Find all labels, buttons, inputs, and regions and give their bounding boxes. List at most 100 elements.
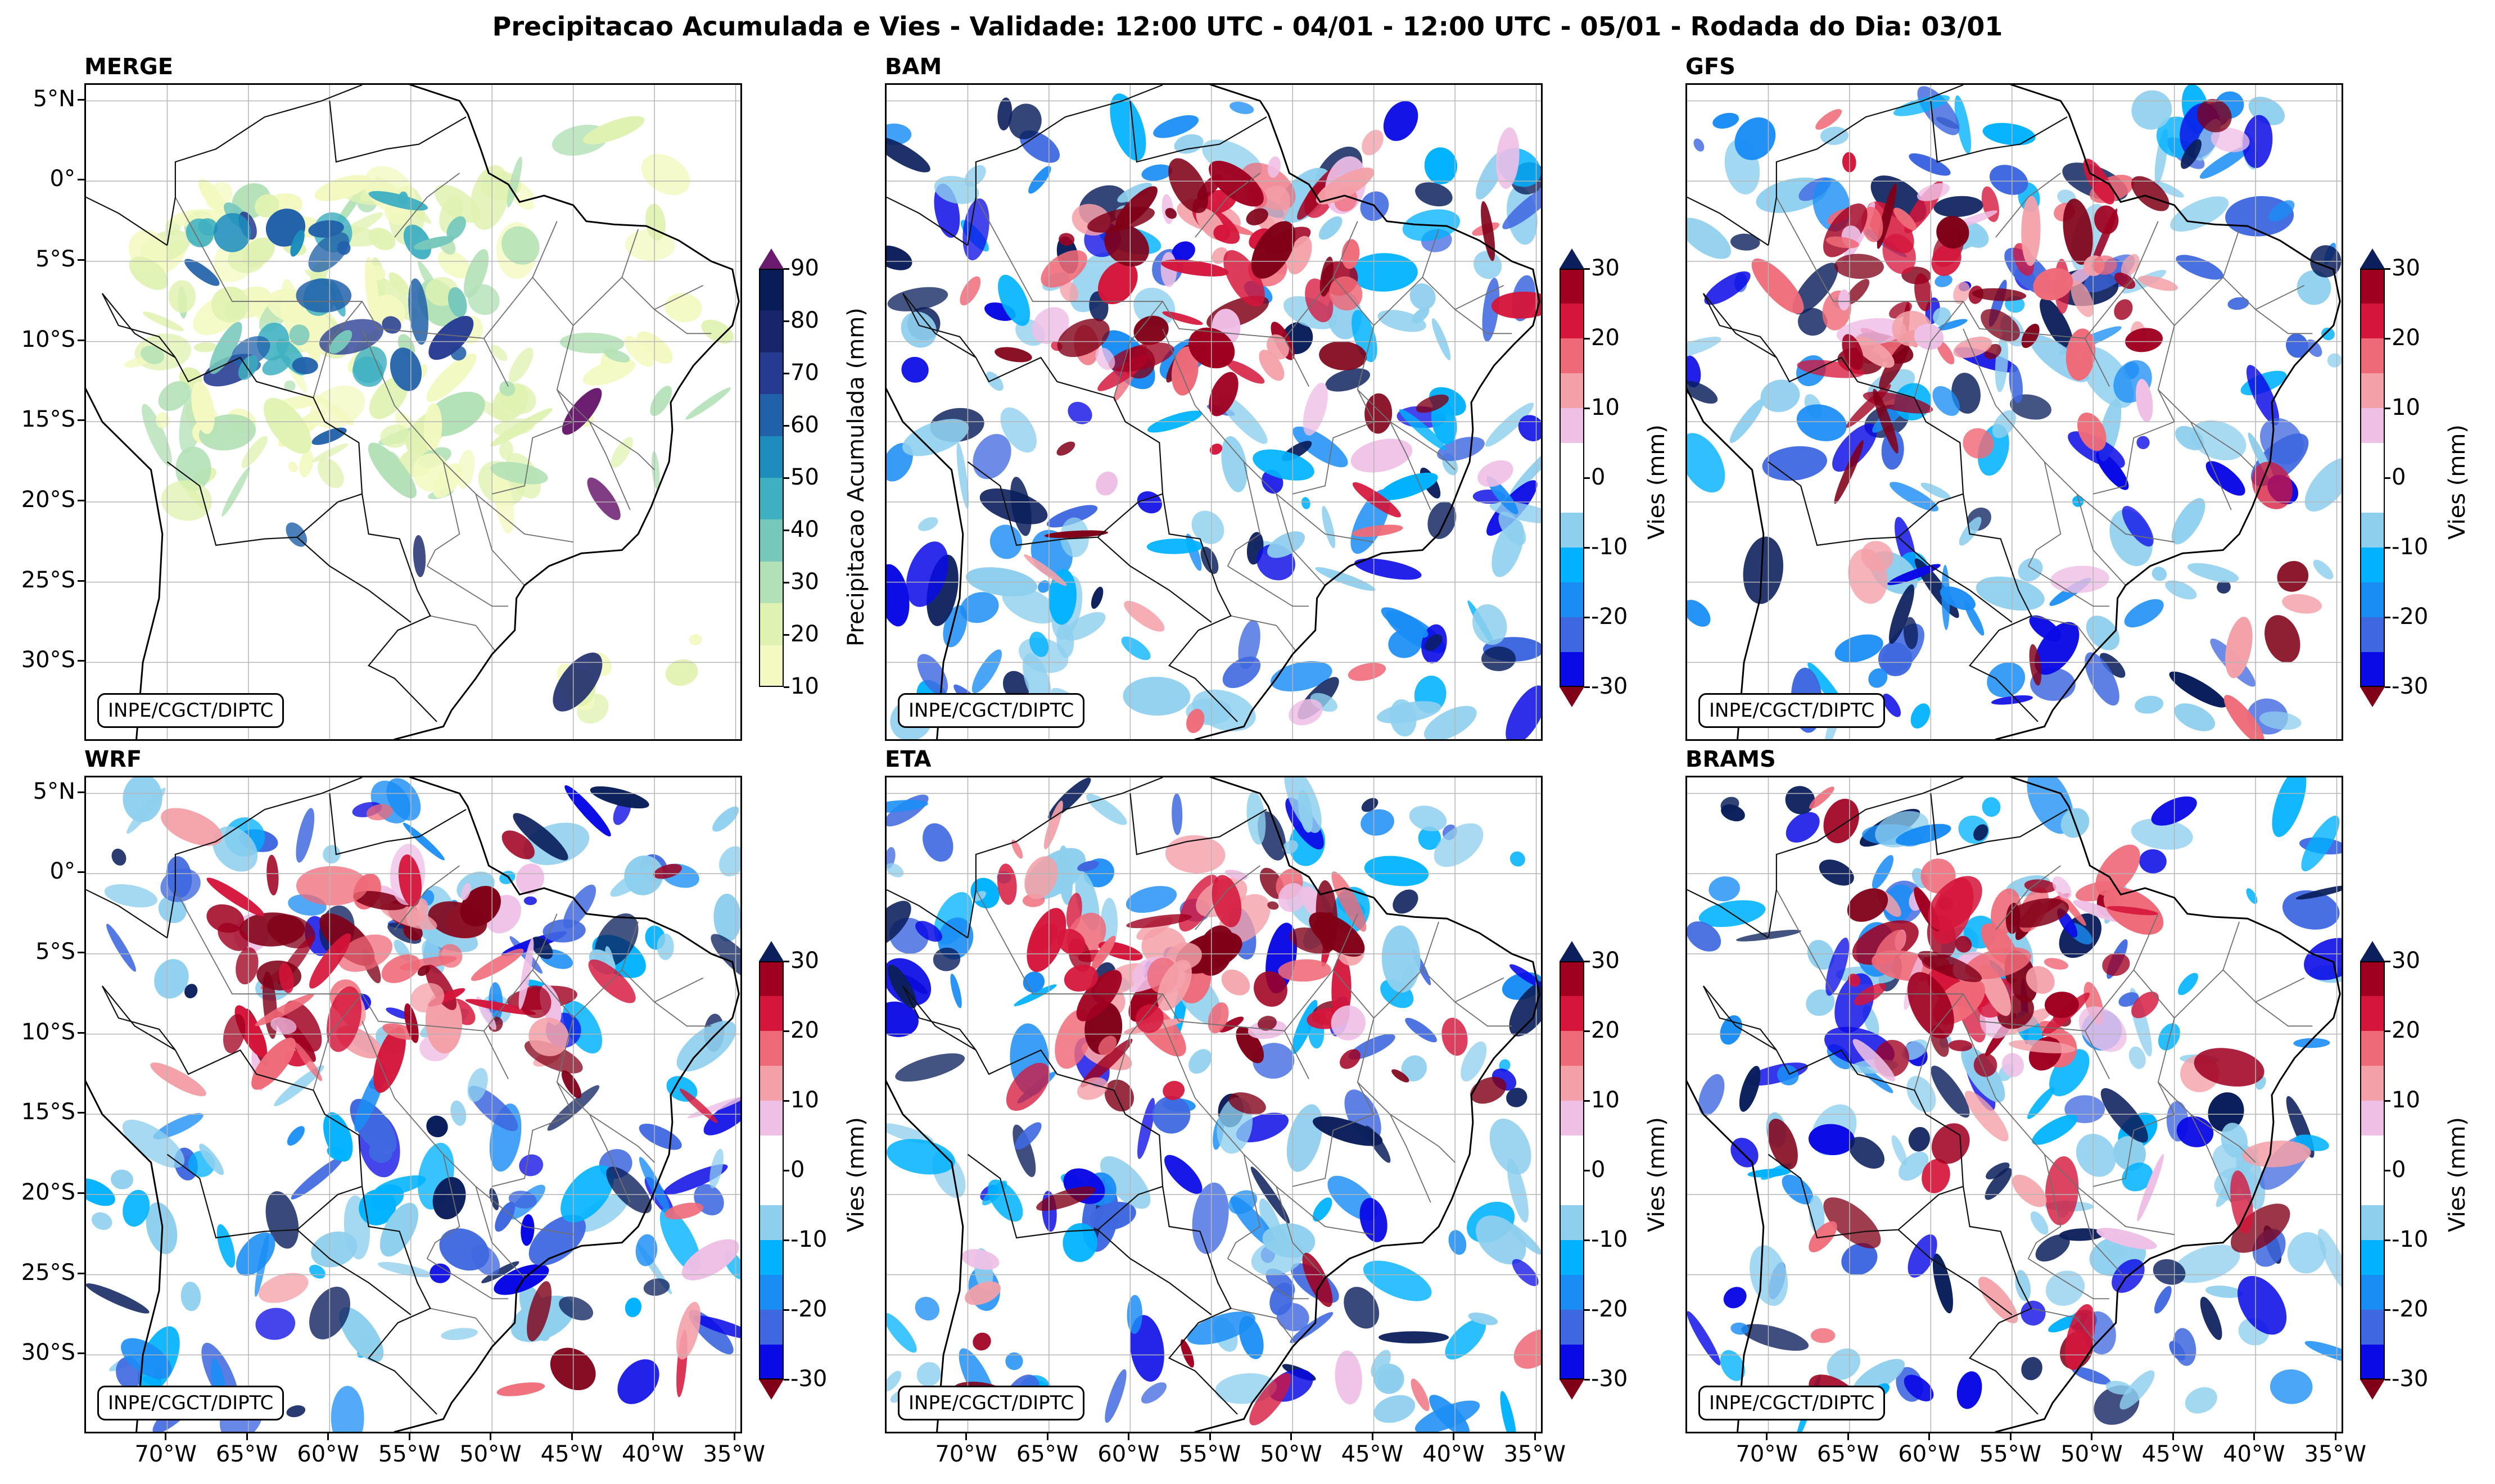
state-boundary	[313, 993, 363, 1091]
field-plot	[1687, 85, 2342, 739]
country-border	[1930, 793, 2068, 856]
lat-tick-label: 0°	[49, 166, 75, 192]
colorbar-tick-label: 0	[790, 1157, 805, 1183]
gridlines	[887, 777, 1541, 1432]
panel-title: BRAMS	[1685, 746, 1776, 772]
lat-tick-label: 25°S	[21, 1259, 75, 1286]
colorbar-tick-label: 10	[1591, 1087, 1620, 1113]
colorbar-segment	[759, 561, 784, 604]
state-boundary	[1332, 277, 1375, 422]
colorbar-segment	[2360, 1345, 2385, 1380]
state-boundary	[475, 494, 525, 586]
country-border	[902, 985, 1238, 1415]
colorbar-segment	[2360, 1170, 2385, 1206]
country-border	[1703, 985, 1777, 1051]
state-boundary	[589, 1114, 631, 1203]
state-boundary	[532, 969, 574, 1115]
colorbar-segment	[2360, 652, 2385, 687]
colorbar-segment	[2360, 1205, 2385, 1241]
state-boundary	[427, 1258, 509, 1300]
state-boundary	[1276, 494, 1326, 586]
shaded-field	[887, 777, 1541, 1432]
state-boundary	[557, 389, 655, 470]
state-boundary	[430, 615, 496, 651]
colorbar-tick-label: -10	[2392, 1227, 2429, 1252]
colorbar-segment	[1560, 373, 1584, 409]
country-border	[86, 196, 168, 246]
state-boundary	[1389, 421, 1431, 510]
state-boundary	[1357, 389, 1456, 470]
map-panel-merge: INPE/CGCT/DIPTC	[84, 83, 742, 741]
credit-label: INPE/CGCT/DIPTC	[97, 1386, 284, 1420]
lon-tick-label: 50°W	[459, 1441, 522, 1467]
state-boundary	[532, 277, 574, 422]
colorbar-tick-label: 20	[1591, 325, 1620, 351]
state-boundary	[2092, 421, 2175, 495]
state-boundary	[2027, 1154, 2062, 1259]
state-boundary	[491, 421, 574, 495]
colorbar-tick-label: 0	[2392, 464, 2406, 490]
credit-label: INPE/CGCT/DIPTC	[1698, 693, 1886, 728]
colorbar-segment	[759, 1345, 784, 1380]
shaded-field	[887, 93, 1541, 739]
colorbar-segment	[1560, 996, 1584, 1031]
colorbar-segment	[1560, 1135, 1584, 1171]
state-boundary	[2085, 221, 2159, 339]
lat-tick-label: 10°S	[21, 326, 75, 352]
colorbar-tick-label: 30	[2392, 255, 2420, 281]
colorbar-segment	[1560, 478, 1584, 513]
colorbar-segment	[1560, 513, 1584, 548]
state-boundary	[1195, 865, 1260, 930]
country-border	[967, 1153, 1163, 1239]
credit-label: INPE/CGCT/DIPTC	[1698, 1386, 1886, 1420]
colorbar	[759, 941, 784, 1400]
colorbar-tick-label: 20	[2392, 1017, 2420, 1043]
colorbar-segment	[1560, 1275, 1584, 1310]
country-border	[166, 85, 363, 246]
state-boundary	[2222, 969, 2305, 1003]
country-border	[967, 461, 1163, 546]
lon-tick-label: 65°W	[1816, 1441, 1879, 1467]
colorbar	[1560, 248, 1584, 707]
colorbar-segment	[1560, 1240, 1584, 1275]
lat-tick-label: 5°N	[33, 85, 75, 112]
colorbar-segment	[1560, 1205, 1584, 1241]
colorbar-tick-label: 60	[790, 412, 819, 438]
panel-title: MERGE	[84, 54, 174, 80]
state-boundary	[175, 197, 509, 387]
colorbar-segment	[759, 310, 784, 353]
state-boundary	[1276, 1186, 1326, 1278]
colorbar-segment	[759, 996, 784, 1031]
state-boundary	[1162, 1021, 1374, 1236]
lon-tick-label: 35°W	[1503, 1441, 1566, 1467]
colorbar-tick-label: 40	[790, 517, 819, 542]
colorbar	[2360, 941, 2385, 1400]
credit-label: INPE/CGCT/DIPTC	[97, 693, 284, 728]
colorbar-tick-label: -20	[2392, 604, 2429, 630]
country-border	[1897, 1229, 2013, 1315]
colorbar-segment	[1560, 269, 1584, 304]
state-boundary	[1231, 1307, 1296, 1344]
figure-title: Precipitacao Acumulada e Vies - Validade…	[492, 11, 2003, 42]
country-border	[967, 85, 1163, 246]
colorbar-segment	[1560, 548, 1584, 583]
colorbar-tick-label: -30	[1591, 1366, 1628, 1392]
country-border	[1768, 1153, 1964, 1239]
panel-title: WRF	[84, 746, 142, 772]
state-boundary	[2027, 462, 2062, 567]
colorbar-tick-label: -30	[2392, 673, 2429, 699]
colorbar-segment	[2360, 478, 2385, 513]
state-boundary	[2255, 1001, 2313, 1027]
shaded-field	[124, 116, 734, 724]
colorbar-segment	[2360, 617, 2385, 653]
state-boundary	[1332, 969, 1375, 1115]
colorbar-segment	[1560, 1031, 1584, 1066]
colorbar-segment	[759, 1101, 784, 1136]
lon-tick-label: 40°W	[2223, 1441, 2285, 1467]
country-border	[296, 536, 412, 623]
colorbar-extend-min	[759, 1379, 784, 1400]
country-border	[1129, 101, 1267, 163]
state-boundary	[475, 1186, 525, 1278]
map-panel-brams: INPE/CGCT/DIPTC	[1685, 776, 2343, 1433]
colorbar-extend-max	[759, 248, 784, 269]
